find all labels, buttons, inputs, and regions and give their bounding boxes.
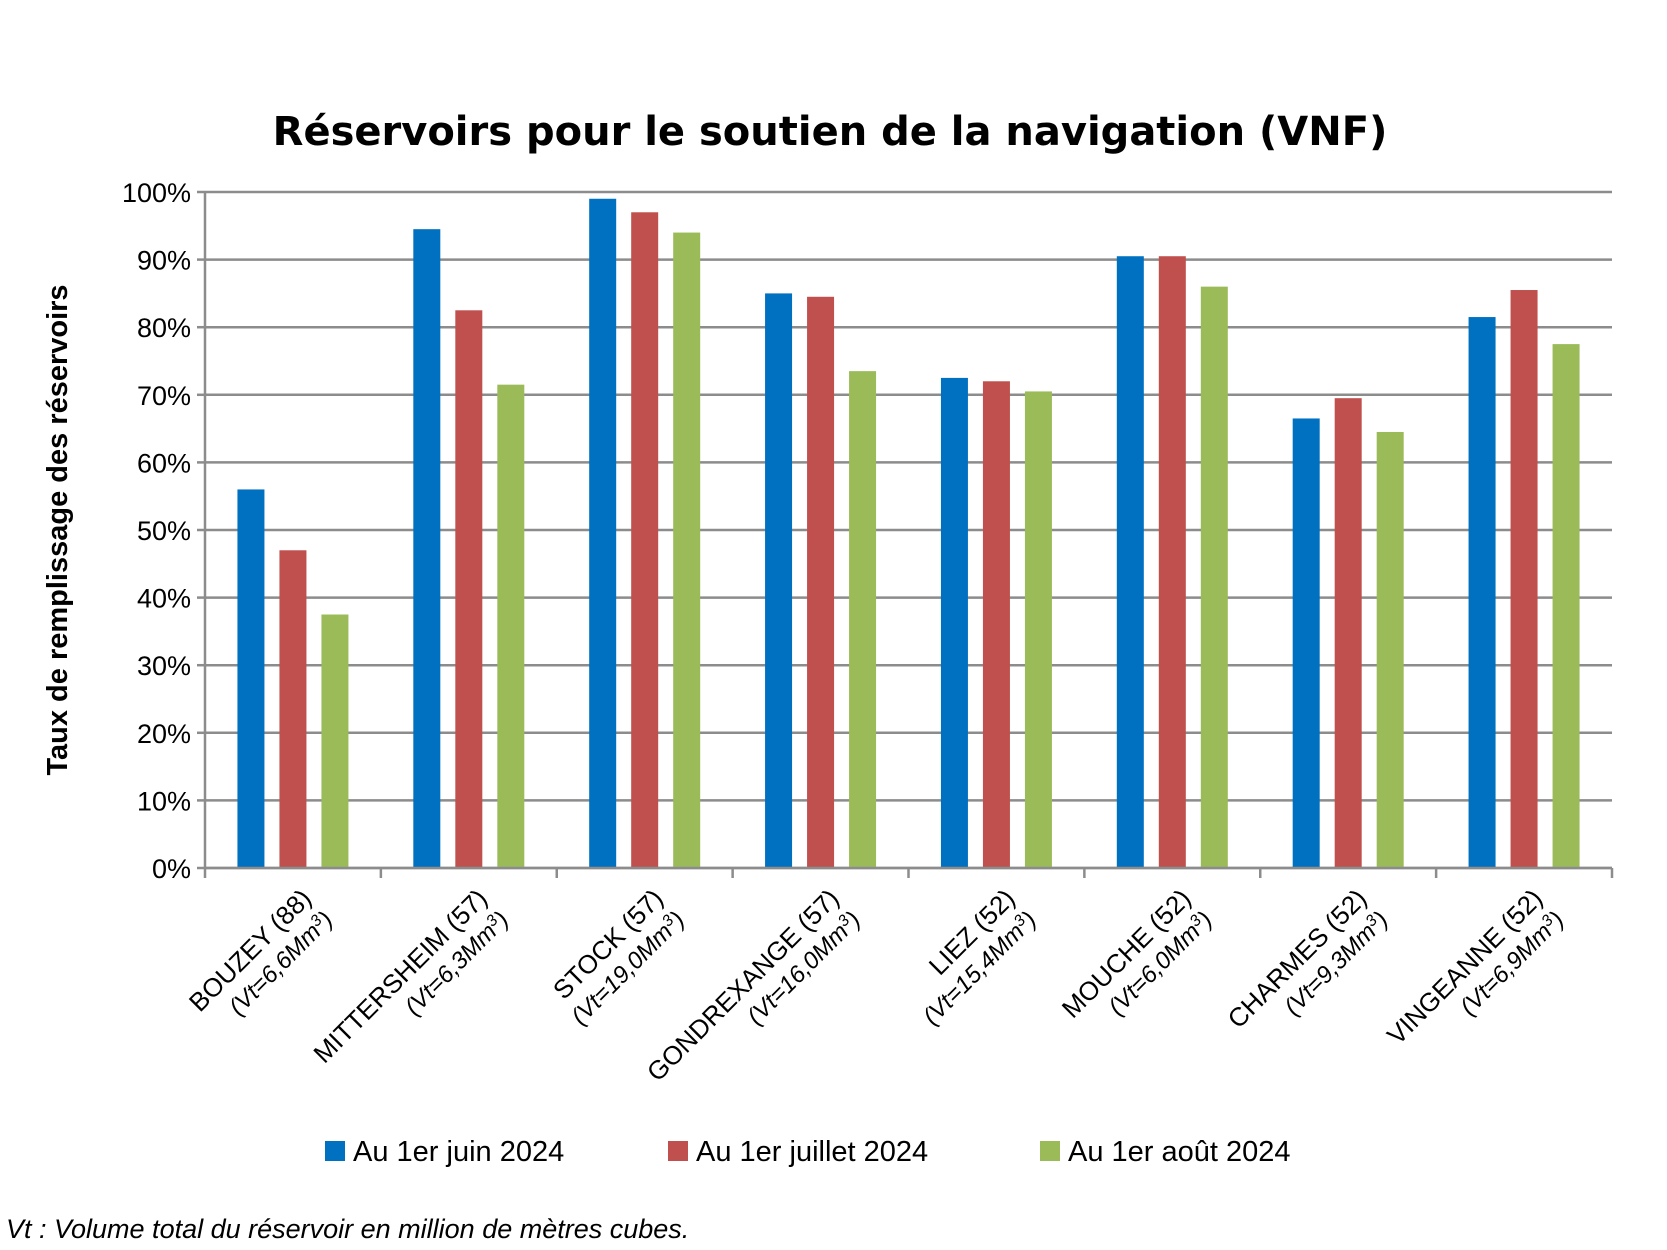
bar [1116, 256, 1144, 869]
bar [1334, 398, 1362, 868]
bar [673, 232, 701, 868]
legend-label: Au 1er juillet 2024 [696, 1136, 928, 1168]
y-tick-label: 60% [137, 448, 191, 478]
bar [1292, 418, 1320, 868]
x-tick-label: MITTERSHEIM (57)(Vt=6,3Mm3) [307, 883, 514, 1069]
bar [1376, 431, 1404, 868]
x-axis [203, 192, 1614, 878]
bar [849, 371, 877, 868]
y-tick-label: 20% [137, 719, 191, 749]
legend-swatch [668, 1141, 688, 1161]
bar [589, 198, 617, 868]
bar [1510, 290, 1538, 868]
bar [1158, 256, 1186, 869]
y-tick-label: 50% [137, 516, 191, 546]
bar [1552, 344, 1580, 869]
x-tick-label: LIEZ (52)(Vt=15,4Mm3) [918, 883, 1042, 1030]
legend-label: Au 1er juin 2024 [353, 1136, 564, 1168]
bar [631, 212, 659, 868]
y-tick-label: 70% [137, 381, 191, 411]
y-tick-label: 80% [137, 313, 191, 343]
bar [807, 296, 835, 868]
y-tick-label: 10% [137, 786, 191, 816]
y-tick-label: 90% [137, 246, 191, 276]
bar [1468, 317, 1496, 868]
legend: Au 1er juin 2024 Au 1er juillet 2024 Au 1e… [325, 1136, 1291, 1168]
x-tick-label: BOUZEY (88)(Vt=6,6Mm3) [183, 883, 338, 1021]
bar [497, 384, 525, 868]
x-tick-label: CHARMES (52)(Vt=9,3Mm3) [1221, 883, 1393, 1034]
bars [237, 198, 1580, 869]
legend-label: Au 1er août 2024 [1068, 1136, 1291, 1168]
x-axis-labels: BOUZEY (88)(Vt=6,6Mm3)MITTERSHEIM (57)(V… [183, 883, 1570, 1087]
y-tick-label: 100% [122, 178, 191, 208]
chart-title: Réservoirs pour le soutien de la navigat… [273, 109, 1388, 155]
y-tick-label: 30% [137, 651, 191, 681]
x-tick-label: MOUCHE (52)(Vt=6,0Mm3) [1056, 883, 1218, 1024]
bar [1200, 286, 1228, 868]
category-name: MITTERSHEIM (57) [307, 883, 493, 1069]
x-tick-label: VINGEANNE (52)(Vt=6,9Mm3) [1381, 883, 1570, 1050]
y-axis-ticks: 0% 10% 20% 30% 40% 50% 60% 70% 80% 90% 100% [122, 178, 205, 884]
bar [413, 229, 441, 868]
bar [982, 381, 1010, 868]
x-tick-label: STOCK (57)(Vt=19,0Mm3) [547, 883, 690, 1030]
footnote: Vt : Volume total du réservoir en millio… [6, 1214, 689, 1244]
bar [940, 377, 968, 868]
legend-swatch [325, 1141, 345, 1161]
bar [455, 310, 483, 868]
legend-swatch [1040, 1141, 1060, 1161]
y-axis-label: Taux de remplissage des réservoirs [42, 284, 74, 775]
y-tick-label: 40% [137, 584, 191, 614]
bar [237, 489, 265, 868]
y-tick-label: 0% [152, 854, 191, 884]
bar [765, 293, 793, 868]
bar [321, 614, 349, 868]
bar [1024, 391, 1052, 868]
bar [279, 550, 307, 868]
